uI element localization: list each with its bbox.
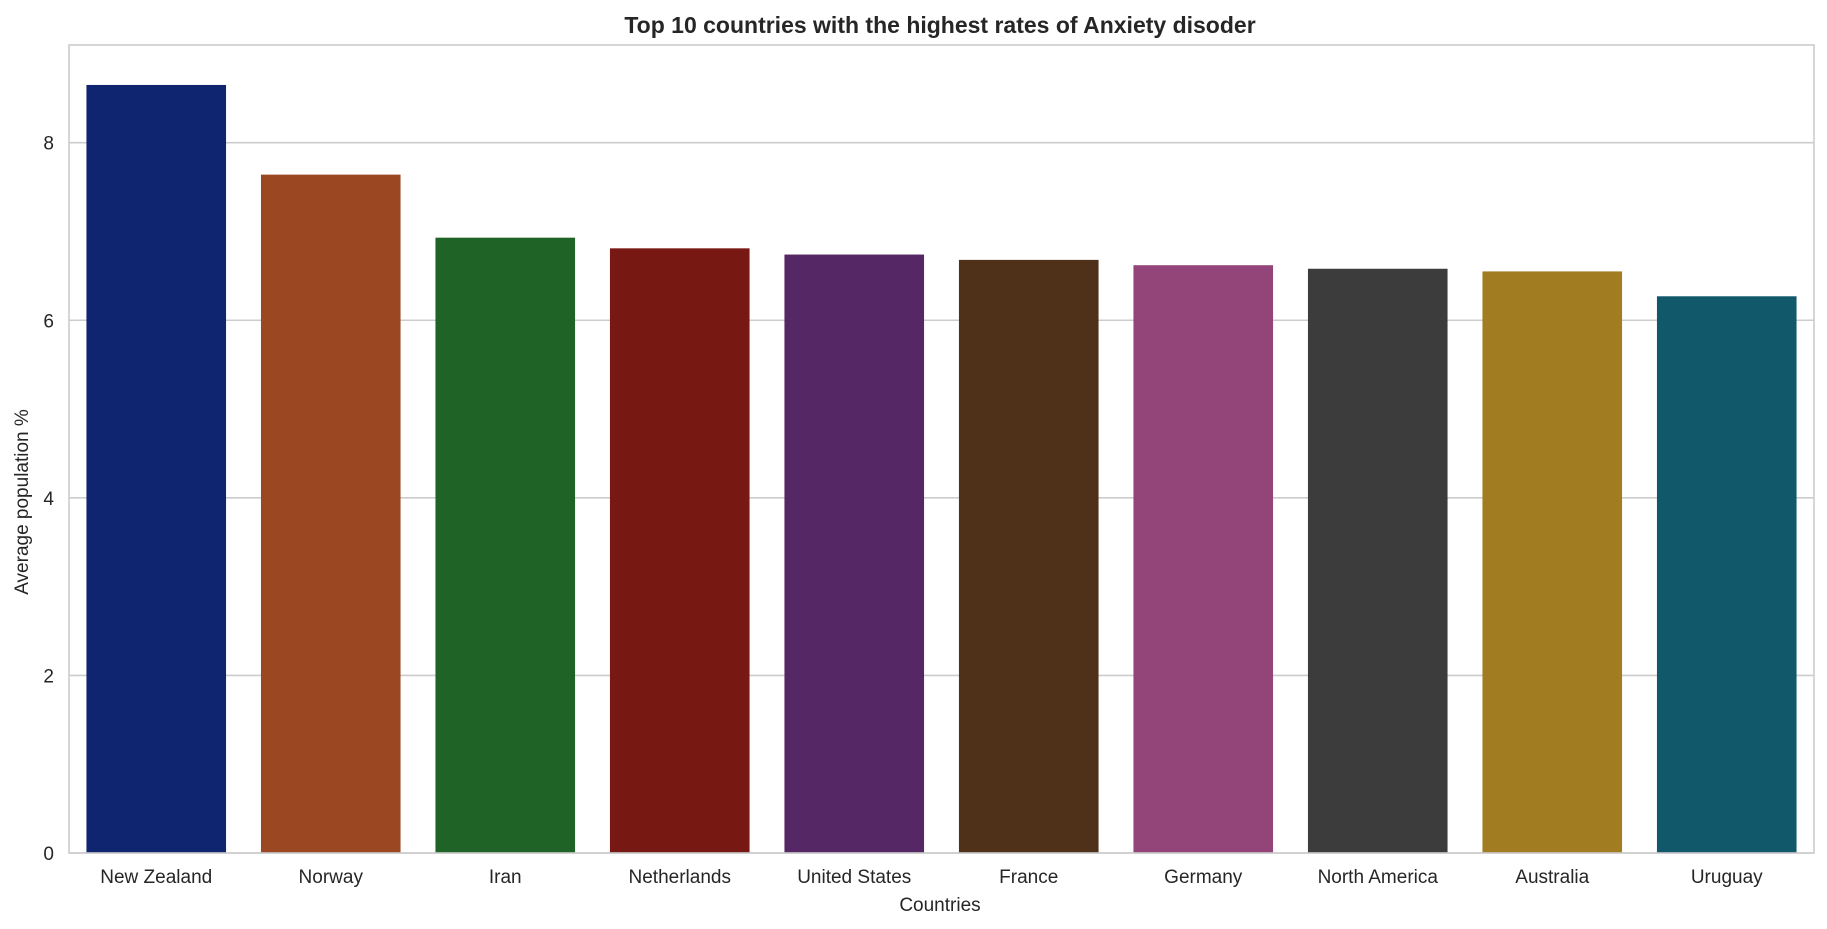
chart-title: Top 10 countries with the highest rates … <box>624 12 1255 38</box>
bar-france <box>958 259 1099 853</box>
x-tick-labels: New Zealand Norway Iran Netherlands United S… <box>100 867 1763 888</box>
bar-germany <box>1133 265 1274 853</box>
bar-norway <box>260 174 401 854</box>
bar-netherlands <box>609 248 750 854</box>
x-tick-label: Norway <box>299 867 364 888</box>
bar-north-america <box>1307 268 1448 853</box>
x-tick-label: New Zealand <box>100 867 212 888</box>
bar-australia <box>1482 271 1623 853</box>
x-tick-label: Iran <box>489 867 522 888</box>
y-tick-label: 6 <box>43 311 54 332</box>
y-tick-label: 2 <box>43 666 54 687</box>
plot-frame <box>68 44 1815 854</box>
bar-iran <box>435 237 576 853</box>
x-tick-label: Germany <box>1164 867 1243 888</box>
x-tick-label: North America <box>1318 867 1439 888</box>
x-tick-label: United States <box>797 867 911 888</box>
x-axis-label: Countries <box>899 895 980 916</box>
y-tick-label: 4 <box>43 489 54 510</box>
x-tick-label: Uruguay <box>1691 867 1763 888</box>
y-tick-label: 0 <box>43 844 54 865</box>
y-tick-label: 8 <box>43 134 54 155</box>
x-tick-label: Australia <box>1515 867 1589 888</box>
x-tick-label: France <box>999 867 1058 888</box>
bar-new-zealand <box>86 84 227 853</box>
bars <box>86 84 1797 854</box>
x-tick-label: Netherlands <box>629 867 731 888</box>
y-tick-labels: 0 2 4 6 8 <box>43 134 54 865</box>
bar-united-states <box>784 254 925 854</box>
y-axis-label: Average population % <box>12 409 33 595</box>
bar-uruguay <box>1656 296 1797 853</box>
